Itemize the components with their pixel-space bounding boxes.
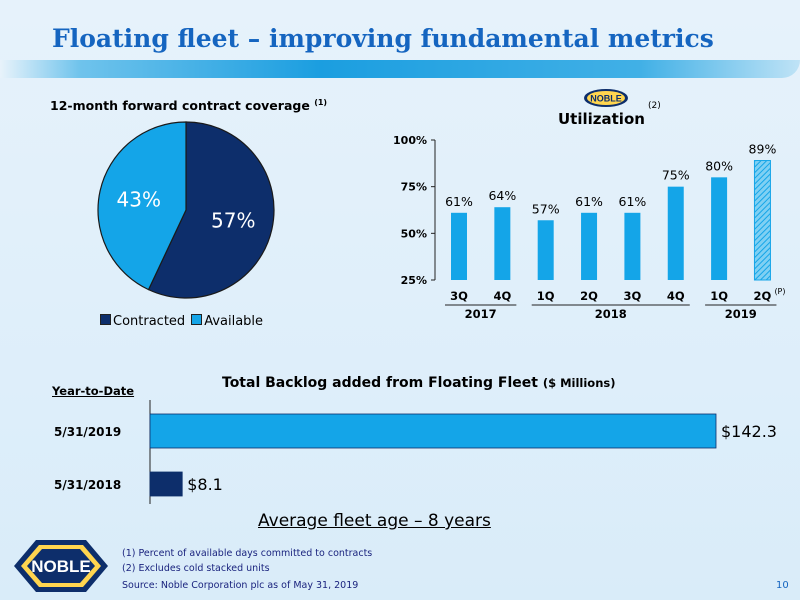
util-y-tick-label: 75% bbox=[401, 181, 427, 194]
util-category-label: 2Q bbox=[754, 289, 772, 303]
backlog-value-label: $8.1 bbox=[187, 475, 223, 494]
util-group-label: 2019 bbox=[725, 307, 757, 321]
pie-slice-available bbox=[97, 121, 187, 291]
pie-label-contracted: 57% bbox=[211, 209, 255, 233]
utilization-title: Utilization bbox=[558, 110, 645, 128]
pie-slice-contracted bbox=[147, 121, 275, 299]
backlog-title: Total Backlog added from Floating Fleet … bbox=[222, 375, 616, 391]
footnote-1: (1) Percent of available days committed … bbox=[122, 548, 373, 559]
util-bar bbox=[711, 177, 728, 280]
backlog-title-unit: ($ Millions) bbox=[542, 376, 616, 390]
pie-chart-title: 12-month forward contract coverage (1) bbox=[50, 98, 327, 113]
backlog-chart: $142.3 5/31/2019 $8.1 5/31/2018 bbox=[54, 400, 777, 504]
util-category-label: 3Q bbox=[624, 289, 642, 303]
util-value-label: 61% bbox=[575, 194, 603, 209]
util-bar bbox=[494, 207, 511, 280]
logo-text: NOBLE bbox=[31, 557, 91, 576]
util-category-label: 4Q bbox=[493, 289, 511, 303]
backlog-bar bbox=[149, 413, 717, 449]
backlog-title-text: Total Backlog added from Floating Fleet bbox=[222, 375, 538, 391]
year-to-date-label: Year-to-Date bbox=[52, 384, 135, 398]
pie-label-available: 43% bbox=[117, 187, 161, 211]
utilization-chart: 25% 50% 75% 100% 61% 3Q 64% 4Q 57% 1Q 61% 2Q 61% 3Q 75… bbox=[393, 134, 786, 321]
legend-item-available: Available bbox=[191, 314, 263, 329]
backlog-category-label: 5/31/2018 bbox=[54, 478, 121, 492]
util-category-label: 3Q bbox=[450, 289, 468, 303]
util-value-label: 80% bbox=[705, 158, 733, 173]
util-bar bbox=[581, 212, 598, 280]
util-category-label: 1Q bbox=[710, 289, 728, 303]
util-value-label: 57% bbox=[532, 201, 560, 216]
average-fleet-age: Average fleet age – 8 years bbox=[258, 511, 491, 531]
util-category-label: 4Q bbox=[667, 289, 685, 303]
util-y-tick-label: 100% bbox=[393, 134, 427, 147]
util-bar bbox=[537, 220, 554, 280]
page-title: Floating fleet – improving fundamental m… bbox=[52, 24, 714, 53]
pie-chart: 57% 43% bbox=[97, 121, 275, 299]
noble-logo-small: NOBLE bbox=[584, 89, 628, 107]
util-bar bbox=[667, 186, 684, 280]
util-category-label: 1Q bbox=[537, 289, 555, 303]
backlog-bar bbox=[149, 471, 183, 497]
util-group-label: 2018 bbox=[595, 307, 627, 321]
util-value-label: 61% bbox=[445, 194, 473, 209]
pie-chart-title-text: 12-month forward contract coverage bbox=[50, 98, 310, 114]
title-underline-bar bbox=[0, 60, 800, 78]
pie-legend: Contracted Available bbox=[100, 314, 263, 329]
legend-label-available: Available bbox=[204, 314, 264, 329]
util-y-tick-label: 25% bbox=[401, 274, 427, 287]
legend-swatch-contracted bbox=[100, 314, 111, 325]
util-value-label: 75% bbox=[662, 168, 690, 183]
util-bar bbox=[624, 212, 641, 280]
util-value-label: 64% bbox=[488, 188, 516, 203]
page-number: 10 bbox=[776, 580, 789, 591]
util-bar bbox=[753, 160, 771, 281]
utilization-title-note: (2) bbox=[648, 101, 661, 111]
legend-swatch-available bbox=[191, 314, 203, 325]
util-category-note: (P) bbox=[774, 287, 785, 296]
util-value-label: 61% bbox=[619, 194, 647, 209]
noble-logo: NOBLE bbox=[14, 540, 108, 592]
backlog-category-label: 5/31/2019 bbox=[54, 425, 121, 439]
util-category-label: 2Q bbox=[580, 289, 598, 303]
util-y-tick-label: 50% bbox=[401, 227, 427, 240]
util-value-label: 89% bbox=[749, 142, 777, 157]
util-group-label: 2017 bbox=[465, 307, 497, 321]
util-bar bbox=[451, 212, 467, 280]
footnote-2: (2) Excludes cold stacked units bbox=[122, 563, 270, 574]
logo-small-text: NOBLE bbox=[590, 94, 622, 104]
legend-item-contracted: Contracted bbox=[100, 314, 185, 329]
legend-label-contracted: Contracted bbox=[113, 314, 186, 329]
source-note: Source: Noble Corporation plc as of May … bbox=[122, 580, 359, 591]
backlog-value-label: $142.3 bbox=[721, 422, 777, 441]
pie-chart-title-note: (1) bbox=[314, 98, 328, 107]
